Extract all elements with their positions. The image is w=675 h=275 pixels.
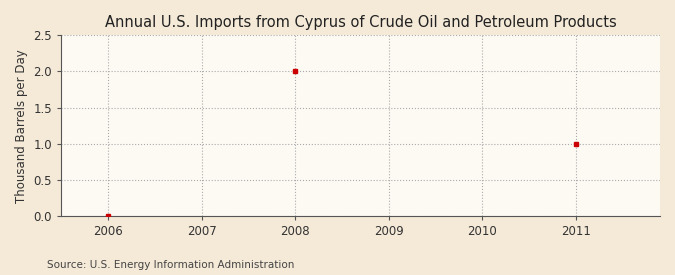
Text: Source: U.S. Energy Information Administration: Source: U.S. Energy Information Administ… bbox=[47, 260, 294, 270]
Title: Annual U.S. Imports from Cyprus of Crude Oil and Petroleum Products: Annual U.S. Imports from Cyprus of Crude… bbox=[105, 15, 616, 30]
Y-axis label: Thousand Barrels per Day: Thousand Barrels per Day bbox=[15, 49, 28, 202]
